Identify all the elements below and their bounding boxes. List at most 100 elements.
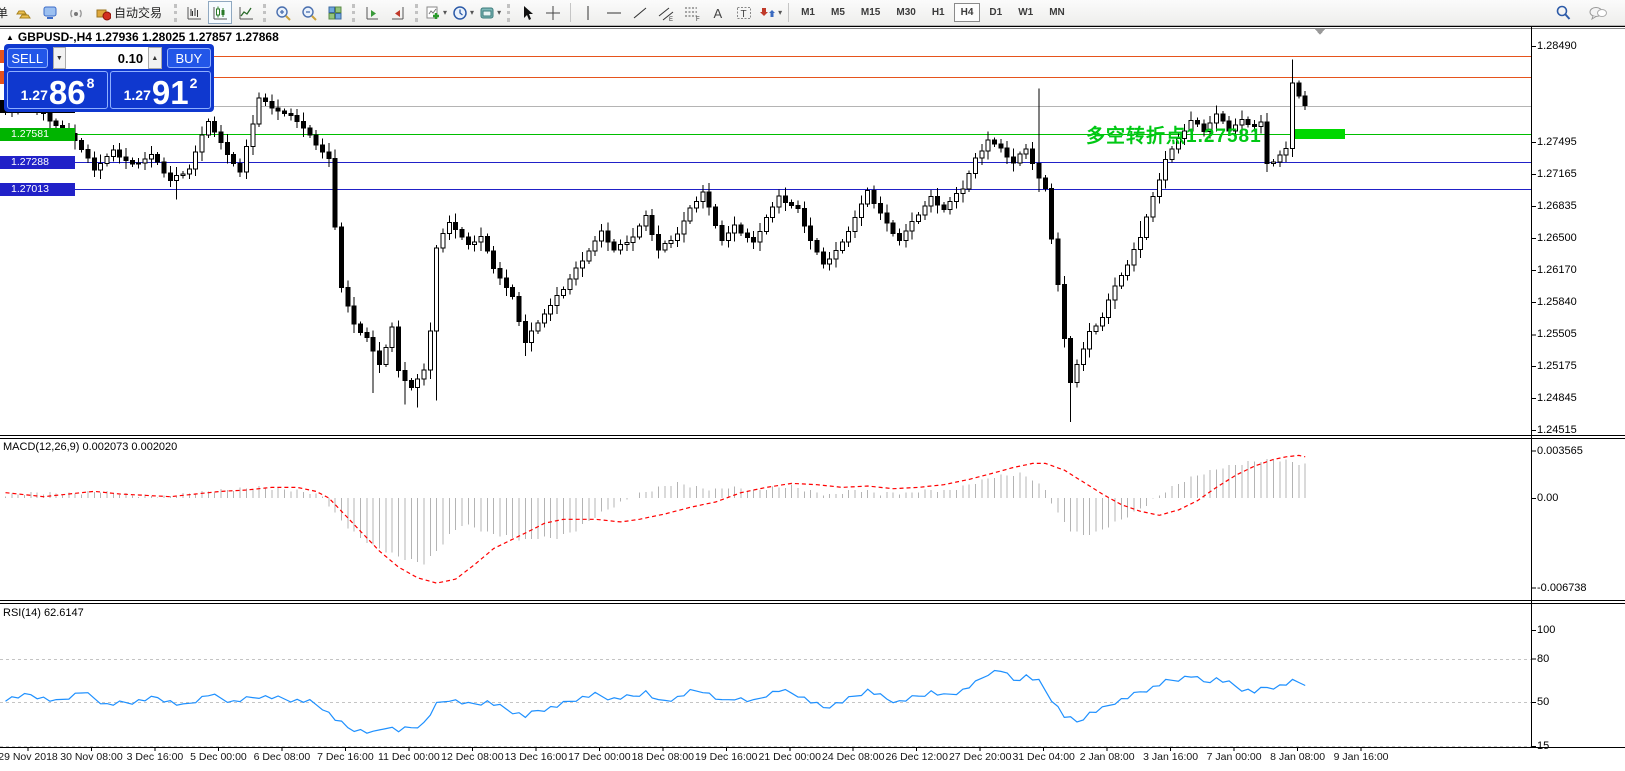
timeframe-group: M1 M5 M15 M30 H1 H4 D1 W1 MN bbox=[793, 3, 1073, 22]
buy-price-box[interactable]: 1.27 91 2 bbox=[110, 71, 211, 109]
chat-icon[interactable] bbox=[1586, 1, 1610, 24]
sell-price-sup: 8 bbox=[86, 75, 95, 91]
cursor-icon[interactable] bbox=[515, 1, 539, 24]
price-tick-label: 1.26835 bbox=[1537, 200, 1577, 212]
price-tick-label: 1.25840 bbox=[1537, 296, 1577, 308]
chart-shift-icon[interactable] bbox=[386, 1, 410, 24]
svg-text:E: E bbox=[669, 17, 673, 22]
time-tick-label: 11 Dec 00:00 bbox=[378, 751, 440, 763]
periods-icon[interactable]: ▾ bbox=[450, 1, 475, 24]
buy-price-prefix: 1.27 bbox=[123, 87, 151, 103]
chart-title-text: GBPUSD-,H4 1.27936 1.28025 1.27857 1.278… bbox=[17, 30, 279, 44]
price-tick-label: 1.24845 bbox=[1537, 392, 1577, 404]
time-tick-label: 30 Nov 08:00 bbox=[60, 751, 123, 763]
time-tick-label: 5 Dec 00:00 bbox=[190, 751, 247, 763]
rsi-axis-label: 80 bbox=[1537, 653, 1550, 665]
templates-icon[interactable]: ▾ bbox=[477, 1, 502, 24]
sell-button[interactable]: SELL bbox=[7, 48, 48, 68]
toolbar-separator bbox=[415, 3, 419, 22]
time-tick-label: 21 Dec 00:00 bbox=[758, 751, 821, 763]
rsi-axis-label: 100 bbox=[1537, 624, 1556, 636]
candlestick-chart-icon[interactable] bbox=[208, 1, 233, 24]
trendline-icon[interactable] bbox=[628, 1, 652, 24]
timeframe-m15[interactable]: M15 bbox=[860, 7, 881, 18]
time-tick-label: 31 Dec 04:00 bbox=[1012, 751, 1075, 763]
time-tick-label: 12 Dec 08:00 bbox=[441, 751, 504, 763]
crosshair-icon[interactable] bbox=[541, 1, 565, 24]
time-tick-label: 24 Dec 08:00 bbox=[822, 751, 885, 763]
macd-axis-label: 0.00 bbox=[1537, 492, 1559, 504]
time-tick-label: 8 Jan 08:00 bbox=[1270, 751, 1326, 763]
price-tick-label: 1.24515 bbox=[1537, 424, 1577, 436]
toolbar-separator bbox=[570, 3, 572, 22]
toolbar-separator bbox=[352, 3, 356, 22]
toolbar-separator bbox=[174, 3, 178, 22]
timeframe-m30[interactable]: M30 bbox=[896, 7, 916, 18]
horizontal-line-icon[interactable] bbox=[602, 1, 626, 24]
time-tick-label: 26 Dec 12:00 bbox=[885, 751, 948, 763]
dropdown-caret-icon: ▾ bbox=[443, 8, 448, 17]
svg-text:F: F bbox=[696, 17, 700, 22]
timeframe-d1[interactable]: D1 bbox=[989, 7, 1003, 18]
price-tick-label: 1.26500 bbox=[1537, 232, 1577, 244]
timeframe-m1[interactable]: M1 bbox=[801, 7, 815, 18]
equidistant-channel-icon[interactable]: E bbox=[654, 1, 678, 24]
sell-price-box[interactable]: 1.27 86 8 bbox=[7, 71, 108, 109]
time-tick-label: 17 Dec 00:00 bbox=[568, 751, 631, 763]
volume-input[interactable] bbox=[66, 47, 149, 69]
collapse-arrow-icon[interactable]: ▲ bbox=[6, 33, 14, 42]
volume-increase-button[interactable]: ▲ bbox=[148, 47, 162, 69]
dropdown-caret-icon: ▾ bbox=[470, 8, 475, 17]
volume-decrease-button[interactable]: ▼ bbox=[52, 47, 67, 69]
rsi-axis-label: 15 bbox=[1537, 740, 1550, 752]
time-tick-label: 3 Dec 16:00 bbox=[126, 751, 184, 763]
sell-price-prefix: 1.27 bbox=[20, 87, 48, 103]
buy-price-big: 91 bbox=[151, 73, 189, 111]
time-tick-label: 7 Dec 16:00 bbox=[317, 751, 374, 763]
price-tick-label: 1.27165 bbox=[1537, 168, 1577, 180]
vertical-line-icon[interactable] bbox=[576, 1, 600, 24]
time-tick-label: 7 Jan 00:00 bbox=[1206, 751, 1262, 763]
new-chart-icon[interactable]: ▾ bbox=[423, 1, 448, 24]
zoom-out-icon[interactable] bbox=[297, 1, 321, 24]
buy-button[interactable]: BUY bbox=[166, 48, 212, 68]
sell-price-big: 86 bbox=[48, 73, 86, 111]
time-tick-label: 2 Jan 08:00 bbox=[1079, 751, 1135, 763]
timeframe-m5[interactable]: M5 bbox=[831, 7, 845, 18]
line-chart-icon[interactable] bbox=[234, 1, 258, 24]
text-icon[interactable]: A bbox=[706, 1, 730, 24]
auto-scroll-icon[interactable] bbox=[360, 1, 384, 24]
search-icon[interactable] bbox=[1551, 1, 1575, 24]
level-price-badge: 1.27013 bbox=[0, 183, 75, 196]
macd-indicator-label: MACD(12,26,9) 0.002073 0.002020 bbox=[3, 441, 178, 453]
tile-windows-icon[interactable] bbox=[323, 1, 347, 24]
timeframe-mn[interactable]: MN bbox=[1049, 7, 1065, 18]
bar-chart-icon[interactable] bbox=[182, 1, 206, 24]
fibonacci-retracement-icon[interactable]: F bbox=[680, 1, 704, 24]
signal-icon[interactable] bbox=[64, 1, 88, 24]
terminal-icon[interactable] bbox=[38, 1, 62, 24]
timeframe-h4[interactable]: H4 bbox=[953, 3, 981, 22]
gold-icon[interactable] bbox=[12, 1, 36, 24]
dropdown-caret-icon: ▾ bbox=[497, 8, 502, 17]
text-label-icon[interactable]: T bbox=[732, 1, 756, 24]
svg-text:A: A bbox=[714, 6, 723, 21]
price-tick-label: 1.25175 bbox=[1537, 360, 1577, 372]
chart-canvas[interactable] bbox=[0, 25, 1625, 771]
arrows-icon[interactable]: ▾ bbox=[758, 1, 783, 24]
macd-axis-label: -0.006738 bbox=[1537, 582, 1587, 594]
chart-title: ▲ GBPUSD-,H4 1.27936 1.28025 1.27857 1.27… bbox=[6, 30, 279, 44]
time-tick-label: 3 Jan 16:00 bbox=[1143, 751, 1199, 763]
rsi-axis-label: 50 bbox=[1537, 696, 1550, 708]
time-tick-label: 27 Dec 20:00 bbox=[948, 751, 1012, 763]
new-order-button[interactable]: 单 bbox=[0, 6, 9, 20]
zoom-in-icon[interactable] bbox=[271, 1, 295, 24]
time-tick-label: 6 Dec 08:00 bbox=[253, 751, 311, 763]
time-tick-label: 29 Nov 2018 bbox=[0, 751, 58, 763]
auto-trading-icon[interactable]: 自动交易 bbox=[90, 1, 169, 24]
timeframe-h1[interactable]: H1 bbox=[931, 7, 945, 18]
toolbar-separator bbox=[507, 3, 511, 22]
timeframe-w1[interactable]: W1 bbox=[1018, 7, 1034, 18]
annotation-text: 多空转折点1.27581 bbox=[1086, 126, 1262, 147]
